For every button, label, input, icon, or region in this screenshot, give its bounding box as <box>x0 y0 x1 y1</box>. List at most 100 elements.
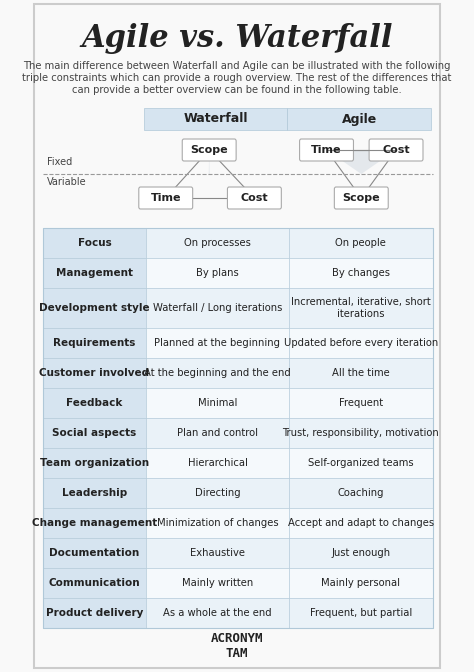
FancyBboxPatch shape <box>43 418 146 448</box>
Text: Scope: Scope <box>343 193 380 203</box>
Text: Plan and control: Plan and control <box>177 428 258 438</box>
Polygon shape <box>209 150 210 174</box>
Text: At the beginning and the end: At the beginning and the end <box>144 368 291 378</box>
FancyBboxPatch shape <box>43 598 146 628</box>
FancyBboxPatch shape <box>43 538 146 568</box>
Text: Agile: Agile <box>341 112 377 126</box>
Text: Incremental, iterative, short
iterations: Incremental, iterative, short iterations <box>291 297 431 319</box>
Text: Product delivery: Product delivery <box>46 608 143 618</box>
Text: Agile vs. Waterfall: Agile vs. Waterfall <box>81 22 393 54</box>
FancyBboxPatch shape <box>43 508 146 538</box>
FancyBboxPatch shape <box>369 139 423 161</box>
Text: By plans: By plans <box>196 268 239 278</box>
FancyBboxPatch shape <box>289 448 433 478</box>
FancyBboxPatch shape <box>144 108 287 130</box>
FancyBboxPatch shape <box>146 258 289 288</box>
Text: On processes: On processes <box>184 238 251 248</box>
Text: On people: On people <box>336 238 386 248</box>
Text: Directing: Directing <box>195 488 240 498</box>
Text: Hierarchical: Hierarchical <box>188 458 247 468</box>
Text: Accept and adapt to changes: Accept and adapt to changes <box>288 518 434 528</box>
Text: Just enough: Just enough <box>331 548 391 558</box>
FancyBboxPatch shape <box>182 139 236 161</box>
Text: Waterfall: Waterfall <box>183 112 248 126</box>
FancyBboxPatch shape <box>43 258 146 288</box>
Text: The main difference between Waterfall and Agile can be illustrated with the foll: The main difference between Waterfall an… <box>22 61 452 95</box>
Text: Leadership: Leadership <box>62 488 127 498</box>
Text: Customer involved: Customer involved <box>39 368 149 378</box>
Text: Documentation: Documentation <box>49 548 139 558</box>
FancyBboxPatch shape <box>228 187 282 209</box>
Text: Focus: Focus <box>78 238 111 248</box>
Text: Waterfall / Long iterations: Waterfall / Long iterations <box>153 303 282 313</box>
FancyBboxPatch shape <box>289 288 433 328</box>
FancyBboxPatch shape <box>289 508 433 538</box>
FancyBboxPatch shape <box>43 478 146 508</box>
Text: Minimal: Minimal <box>198 398 237 408</box>
FancyBboxPatch shape <box>43 568 146 598</box>
Text: As a whole at the end: As a whole at the end <box>163 608 272 618</box>
FancyBboxPatch shape <box>289 388 433 418</box>
FancyBboxPatch shape <box>146 388 289 418</box>
FancyBboxPatch shape <box>289 478 433 508</box>
FancyBboxPatch shape <box>146 358 289 388</box>
FancyBboxPatch shape <box>43 328 146 358</box>
Text: Scope: Scope <box>191 145 228 155</box>
Text: Requirements: Requirements <box>53 338 136 348</box>
FancyBboxPatch shape <box>146 288 289 328</box>
FancyBboxPatch shape <box>146 478 289 508</box>
FancyBboxPatch shape <box>43 228 146 258</box>
Text: Time: Time <box>150 193 181 203</box>
Text: Cost: Cost <box>382 145 410 155</box>
FancyBboxPatch shape <box>146 448 289 478</box>
Text: Development style: Development style <box>39 303 150 313</box>
FancyBboxPatch shape <box>43 288 146 328</box>
Text: Social aspects: Social aspects <box>52 428 137 438</box>
FancyBboxPatch shape <box>289 418 433 448</box>
Text: Time: Time <box>311 145 342 155</box>
FancyBboxPatch shape <box>146 538 289 568</box>
FancyBboxPatch shape <box>289 538 433 568</box>
Text: All the time: All the time <box>332 368 390 378</box>
Text: Updated before every iteration: Updated before every iteration <box>284 338 438 348</box>
Text: Cost: Cost <box>241 193 268 203</box>
FancyBboxPatch shape <box>43 448 146 478</box>
Text: Team organization: Team organization <box>40 458 149 468</box>
Text: Exhaustive: Exhaustive <box>190 548 245 558</box>
Text: Management: Management <box>56 268 133 278</box>
Text: Mainly written: Mainly written <box>182 578 253 588</box>
Text: Fixed: Fixed <box>46 157 72 167</box>
Text: Self-organized teams: Self-organized teams <box>308 458 414 468</box>
FancyBboxPatch shape <box>146 228 289 258</box>
FancyBboxPatch shape <box>334 187 388 209</box>
FancyBboxPatch shape <box>43 388 146 418</box>
FancyBboxPatch shape <box>146 508 289 538</box>
Text: Mainly personal: Mainly personal <box>321 578 401 588</box>
Text: Frequent, but partial: Frequent, but partial <box>310 608 412 618</box>
FancyBboxPatch shape <box>289 598 433 628</box>
Text: Change management: Change management <box>32 518 157 528</box>
Text: Frequent: Frequent <box>339 398 383 408</box>
Text: By changes: By changes <box>332 268 390 278</box>
FancyBboxPatch shape <box>289 358 433 388</box>
FancyBboxPatch shape <box>43 358 146 388</box>
Text: Feedback: Feedback <box>66 398 123 408</box>
FancyBboxPatch shape <box>146 328 289 358</box>
Text: Coaching: Coaching <box>337 488 384 498</box>
FancyBboxPatch shape <box>146 568 289 598</box>
FancyBboxPatch shape <box>146 598 289 628</box>
FancyBboxPatch shape <box>287 108 431 130</box>
FancyBboxPatch shape <box>139 187 192 209</box>
Text: Variable: Variable <box>46 177 86 187</box>
FancyBboxPatch shape <box>300 139 354 161</box>
Text: Minimization of changes: Minimization of changes <box>156 518 278 528</box>
Polygon shape <box>327 150 396 174</box>
Text: Planned at the beginning: Planned at the beginning <box>155 338 281 348</box>
FancyBboxPatch shape <box>289 258 433 288</box>
FancyBboxPatch shape <box>146 418 289 448</box>
Text: ACRONYM
TAM: ACRONYM TAM <box>211 632 263 660</box>
FancyBboxPatch shape <box>289 328 433 358</box>
FancyBboxPatch shape <box>289 228 433 258</box>
Text: Trust, responsibility, motivation: Trust, responsibility, motivation <box>283 428 439 438</box>
Text: Communication: Communication <box>49 578 140 588</box>
